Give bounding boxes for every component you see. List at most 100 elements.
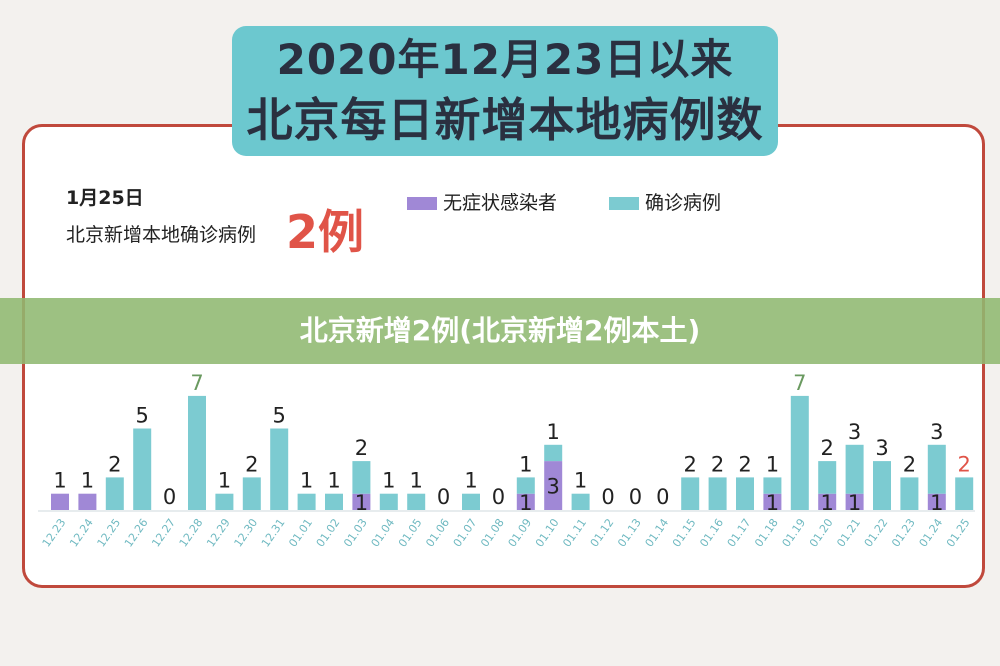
summary-text: 北京新增本地确诊病例 bbox=[66, 224, 257, 246]
tick-label-12.24: 12.24 bbox=[67, 516, 96, 549]
tick-label-12.28: 12.28 bbox=[177, 516, 206, 549]
value-label-01.08: 0 bbox=[492, 485, 505, 509]
tick-label-01.24: 01.24 bbox=[917, 516, 946, 549]
tick-label-01.08: 01.08 bbox=[478, 516, 507, 549]
value-label-confirmed-12.26: 5 bbox=[136, 404, 149, 428]
bar-confirmed-01.02 bbox=[325, 493, 343, 510]
tick-label-12.31: 12.31 bbox=[259, 516, 288, 549]
legend-label-confirmed: 确诊病例 bbox=[645, 192, 722, 214]
tick-label-01.10: 01.10 bbox=[533, 516, 562, 549]
tick-label-01.12: 01.12 bbox=[588, 516, 617, 549]
value-label-asymptomatic-01.09: 1 bbox=[519, 491, 532, 515]
value-label-asymptomatic-01.10: 3 bbox=[547, 475, 560, 499]
tick-label-12.30: 12.30 bbox=[232, 516, 261, 549]
value-label-confirmed-01.09: 1 bbox=[519, 452, 532, 476]
value-label-confirmed-01.23: 2 bbox=[903, 452, 916, 476]
tick-label-01.21: 01.21 bbox=[834, 516, 863, 549]
bar-asymptomatic-12.24 bbox=[78, 493, 97, 510]
bar-confirmed-01.01 bbox=[297, 493, 316, 510]
value-label-01.14: 0 bbox=[656, 485, 669, 509]
tick-label-01.15: 01.15 bbox=[670, 516, 699, 549]
value-label-01.13: 0 bbox=[629, 485, 642, 509]
tick-label-01.03: 01.03 bbox=[341, 516, 370, 549]
bar-asymptomatic-01.21 bbox=[845, 493, 864, 510]
bar-confirmed-12.31 bbox=[270, 428, 289, 510]
bar-confirmed-12.26 bbox=[133, 428, 152, 510]
value-label-confirmed-12.30: 2 bbox=[245, 452, 258, 476]
value-label-confirmed-01.03: 2 bbox=[355, 436, 368, 460]
value-label-confirmed-01.10: 1 bbox=[547, 420, 560, 444]
tick-label-01.06: 01.06 bbox=[423, 516, 452, 549]
tick-label-01.23: 01.23 bbox=[889, 516, 918, 549]
headline-banner: 北京新增2例(北京新增2例本土) bbox=[0, 298, 1000, 364]
title-line1: 2020年12月23日以来 bbox=[276, 35, 734, 84]
bar-confirmed-01.16 bbox=[708, 477, 727, 510]
bar-confirmed-01.17 bbox=[736, 477, 754, 510]
value-label-confirmed-01.07: 1 bbox=[464, 469, 477, 493]
bar-asymptomatic-01.03 bbox=[352, 493, 371, 510]
value-label-confirmed-01.19: 7 bbox=[793, 371, 806, 395]
bar-confirmed-01.07 bbox=[462, 493, 480, 510]
bar-confirmed-01.15 bbox=[681, 477, 700, 510]
bar-confirmed-01.04 bbox=[379, 493, 398, 510]
bar-confirmed-01.24 bbox=[927, 444, 946, 494]
tick-label-01.05: 01.05 bbox=[396, 516, 425, 549]
tick-label-12.27: 12.27 bbox=[149, 516, 178, 549]
tick-label-01.01: 01.01 bbox=[286, 516, 315, 549]
tick-label-01.20: 01.20 bbox=[807, 516, 836, 549]
bar-asymptomatic-12.23 bbox=[51, 493, 69, 510]
tick-label-01.14: 01.14 bbox=[643, 516, 672, 549]
legend-swatch-asymptomatic bbox=[407, 197, 437, 210]
bar-confirmed-01.11 bbox=[571, 493, 590, 510]
bar-confirmed-01.19 bbox=[790, 395, 809, 510]
value-label-confirmed-01.17: 2 bbox=[738, 452, 751, 476]
tick-label-12.26: 12.26 bbox=[122, 516, 151, 549]
value-label-confirmed-01.21: 3 bbox=[848, 420, 861, 444]
title-box: 2020年12月23日以来 北京每日新增本地病例数 bbox=[232, 26, 778, 156]
tick-label-01.07: 01.07 bbox=[451, 516, 480, 549]
value-label-confirmed-01.02: 1 bbox=[327, 469, 340, 493]
bar-asymptomatic-01.24 bbox=[927, 493, 946, 510]
value-label-confirmed-01.11: 1 bbox=[574, 469, 587, 493]
bar-confirmed-01.18 bbox=[763, 477, 782, 494]
value-label-confirmed-01.04: 1 bbox=[382, 469, 395, 493]
tick-label-01.22: 01.22 bbox=[862, 516, 891, 549]
summary-date: 1月25日 bbox=[66, 187, 144, 209]
legend-label-asymptomatic: 无症状感染者 bbox=[443, 192, 558, 214]
bar-confirmed-01.23 bbox=[900, 477, 919, 510]
value-label-01.12: 0 bbox=[601, 485, 614, 509]
bar-confirmed-01.22 bbox=[873, 461, 891, 510]
bar-confirmed-12.25 bbox=[105, 477, 124, 510]
tick-label-12.23: 12.23 bbox=[40, 516, 69, 549]
bar-confirmed-01.10 bbox=[544, 444, 563, 462]
value-label-confirmed-01.18: 1 bbox=[766, 452, 779, 476]
value-label-confirmed-12.28: 7 bbox=[190, 371, 203, 395]
tick-label-01.13: 01.13 bbox=[615, 516, 644, 549]
bar-asymptomatic-01.18 bbox=[763, 493, 782, 510]
tick-label-12.29: 12.29 bbox=[204, 516, 233, 549]
value-label-confirmed-12.31: 5 bbox=[273, 404, 286, 428]
bar-confirmed-01.05 bbox=[407, 493, 426, 510]
value-label-confirmed-01.25: 2 bbox=[958, 452, 971, 476]
legend-swatch-confirmed bbox=[609, 197, 639, 210]
bar-confirmed-01.03 bbox=[352, 461, 371, 494]
value-label-01.06: 0 bbox=[437, 485, 450, 509]
value-label-asymptomatic-01.24: 1 bbox=[930, 491, 943, 515]
legend-item-asymptomatic: 无症状感染者 bbox=[407, 188, 557, 215]
value-label-confirmed-01.05: 1 bbox=[410, 469, 423, 493]
title-line2: 北京每日新增本地病例数 bbox=[246, 93, 764, 147]
bar-confirmed-01.09 bbox=[516, 477, 535, 494]
value-label-confirmed-01.22: 3 bbox=[875, 436, 888, 460]
bar-confirmed-01.21 bbox=[845, 444, 864, 494]
tick-label-01.11: 01.11 bbox=[560, 516, 589, 549]
value-label-asymptomatic-12.24: 1 bbox=[81, 469, 94, 493]
tick-label-01.19: 01.19 bbox=[780, 516, 809, 549]
bar-confirmed-12.30 bbox=[242, 477, 261, 510]
tick-label-01.02: 01.02 bbox=[314, 516, 343, 549]
summary-count: 2例 bbox=[286, 205, 365, 259]
bar-confirmed-12.28 bbox=[188, 395, 206, 510]
value-label-asymptomatic-01.03: 1 bbox=[355, 491, 368, 515]
value-label-asymptomatic-01.21: 1 bbox=[848, 491, 861, 515]
tick-label-01.09: 01.09 bbox=[506, 516, 535, 549]
